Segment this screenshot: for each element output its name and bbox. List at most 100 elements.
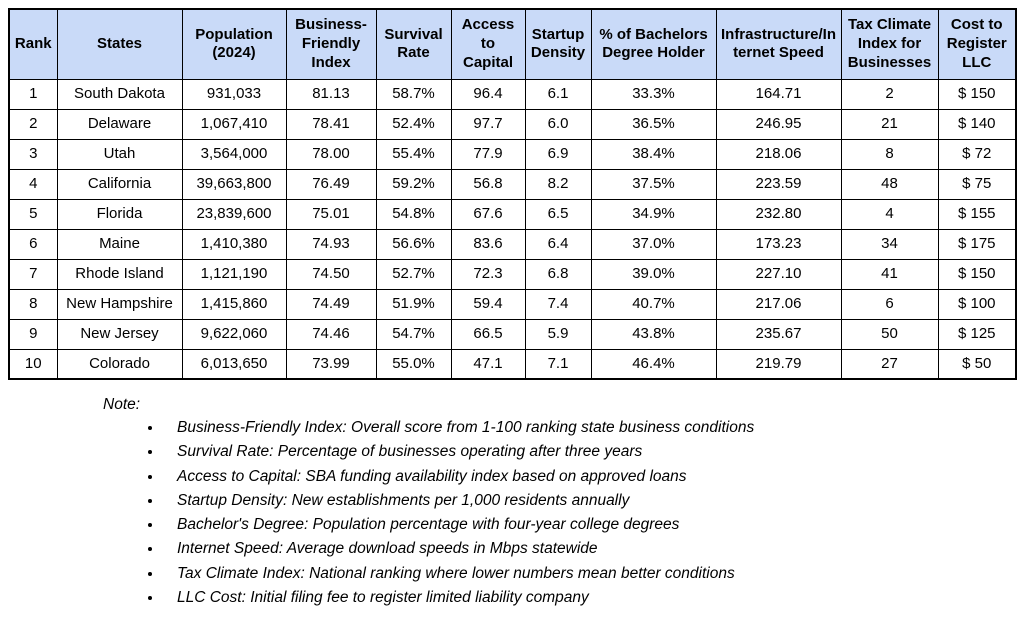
table-cell: 54.8%: [375, 198, 452, 230]
table-cell: $ 50: [937, 348, 1017, 380]
table-cell: 48: [840, 168, 939, 200]
table-cell: Colorado: [56, 348, 183, 380]
table-cell: 54.7%: [375, 318, 452, 350]
table-cell: 77.9: [450, 138, 526, 170]
note-item: Bachelor's Degree: Population percentage…: [163, 516, 1023, 533]
table-cell: 219.79: [715, 348, 842, 380]
table-cell: 7: [8, 258, 58, 290]
table-cell: 217.06: [715, 288, 842, 320]
table-cell: 96.4: [450, 78, 526, 110]
table-cell: 66.5: [450, 318, 526, 350]
table-cell: 9: [8, 318, 58, 350]
table-row: 9 New Jersey 9,622,060 74.46 54.7% 66.5 5.9 43.…: [8, 318, 1017, 350]
table-cell: 6.9: [524, 138, 592, 170]
table-cell: 227.10: [715, 258, 842, 290]
table-cell: 27: [840, 348, 939, 380]
table-row: 7 Rhode Island 1,121,190 74.50 52.7% 72.3 6.8 3…: [8, 258, 1017, 290]
table-body: 1 South Dakota 931,033 81.13 58.7% 96.4 6.1 33.…: [8, 78, 1017, 380]
table-cell: 78.41: [285, 108, 377, 140]
table-cell: California: [56, 168, 183, 200]
table-cell: Delaware: [56, 108, 183, 140]
table-cell: 83.6: [450, 228, 526, 260]
table-cell: Florida: [56, 198, 183, 230]
table-cell: 43.8%: [590, 318, 717, 350]
table-cell: 2: [8, 108, 58, 140]
table-cell: 74.49: [285, 288, 377, 320]
note-item: LLC Cost: Initial filing fee to register…: [163, 589, 1023, 606]
table-cell: 931,033: [181, 78, 287, 110]
table-cell: 40.7%: [590, 288, 717, 320]
column-header: Survival Rate: [375, 8, 452, 80]
column-header: States: [56, 8, 183, 80]
table-cell: 3,564,000: [181, 138, 287, 170]
note-item: Startup Density: New establishments per …: [163, 492, 1023, 509]
table-cell: 67.6: [450, 198, 526, 230]
table-cell: $ 175: [937, 228, 1017, 260]
table-cell: 173.23: [715, 228, 842, 260]
note-item: Tax Climate Index: National ranking wher…: [163, 565, 1023, 582]
table-cell: 6.0: [524, 108, 592, 140]
table-cell: South Dakota: [56, 78, 183, 110]
table-cell: 10: [8, 348, 58, 380]
column-header: Population (2024): [181, 8, 287, 80]
table-cell: 246.95: [715, 108, 842, 140]
table-cell: Utah: [56, 138, 183, 170]
table-cell: 1,410,380: [181, 228, 287, 260]
table-cell: 59.4: [450, 288, 526, 320]
table-header-row: Rank States Population (2024) Business-Frie…: [8, 8, 1017, 80]
table-cell: 56.6%: [375, 228, 452, 260]
table-cell: 38.4%: [590, 138, 717, 170]
notes-section: Note: Business-Friendly Index: Overall s…: [103, 396, 1023, 606]
table-cell: 6.8: [524, 258, 592, 290]
table-cell: 47.1: [450, 348, 526, 380]
table-cell: 72.3: [450, 258, 526, 290]
table-cell: 2: [840, 78, 939, 110]
column-header: Cost to Register LLC: [937, 8, 1017, 80]
table-cell: Maine: [56, 228, 183, 260]
note-item: Survival Rate: Percentage of businesses …: [163, 443, 1023, 460]
table-cell: 6.4: [524, 228, 592, 260]
table-cell: Rhode Island: [56, 258, 183, 290]
table-cell: 9,622,060: [181, 318, 287, 350]
table-cell: 1,415,860: [181, 288, 287, 320]
table-cell: 75.01: [285, 198, 377, 230]
table-cell: 8: [840, 138, 939, 170]
column-header: Rank: [8, 8, 58, 80]
table-cell: $ 125: [937, 318, 1017, 350]
table-cell: 56.8: [450, 168, 526, 200]
table-row: 10 Colorado 6,013,650 73.99 55.0% 47.1 7.1 46.4…: [8, 348, 1017, 380]
table-cell: $ 140: [937, 108, 1017, 140]
table-row: 8 New Hampshire 1,415,860 74.49 51.9% 59.4 7.4…: [8, 288, 1017, 320]
table-cell: 59.2%: [375, 168, 452, 200]
table-cell: 74.46: [285, 318, 377, 350]
table-cell: 3: [8, 138, 58, 170]
table-cell: 81.13: [285, 78, 377, 110]
table-cell: 58.7%: [375, 78, 452, 110]
table-cell: 78.00: [285, 138, 377, 170]
states-business-table: Rank States Population (2024) Business-Frie…: [8, 8, 1017, 380]
table-cell: New Hampshire: [56, 288, 183, 320]
table-cell: 6: [840, 288, 939, 320]
table-cell: 33.3%: [590, 78, 717, 110]
note-item: Internet Speed: Average download speeds …: [163, 541, 1023, 558]
table-cell: 5: [8, 198, 58, 230]
table-cell: 74.93: [285, 228, 377, 260]
table-cell: 55.4%: [375, 138, 452, 170]
table-cell: 218.06: [715, 138, 842, 170]
table-cell: 1,121,190: [181, 258, 287, 290]
table-cell: 235.67: [715, 318, 842, 350]
table-cell: $ 100: [937, 288, 1017, 320]
states-business-table-container: Rank States Population (2024) Business-Frie…: [8, 8, 1017, 380]
table-cell: 7.4: [524, 288, 592, 320]
table-row: 5 Florida 23,839,600 75.01 54.8% 67.6 6.5 34.9%…: [8, 198, 1017, 230]
table-row: 2 Delaware 1,067,410 78.41 52.4% 97.7 6.0 36.5%…: [8, 108, 1017, 140]
table-cell: 5.9: [524, 318, 592, 350]
table-cell: 36.5%: [590, 108, 717, 140]
column-header: Startup Density: [524, 8, 592, 80]
table-cell: 97.7: [450, 108, 526, 140]
table-cell: 52.4%: [375, 108, 452, 140]
table-cell: 39.0%: [590, 258, 717, 290]
table-cell: $ 72: [937, 138, 1017, 170]
table-cell: 223.59: [715, 168, 842, 200]
table-cell: 4: [840, 198, 939, 230]
